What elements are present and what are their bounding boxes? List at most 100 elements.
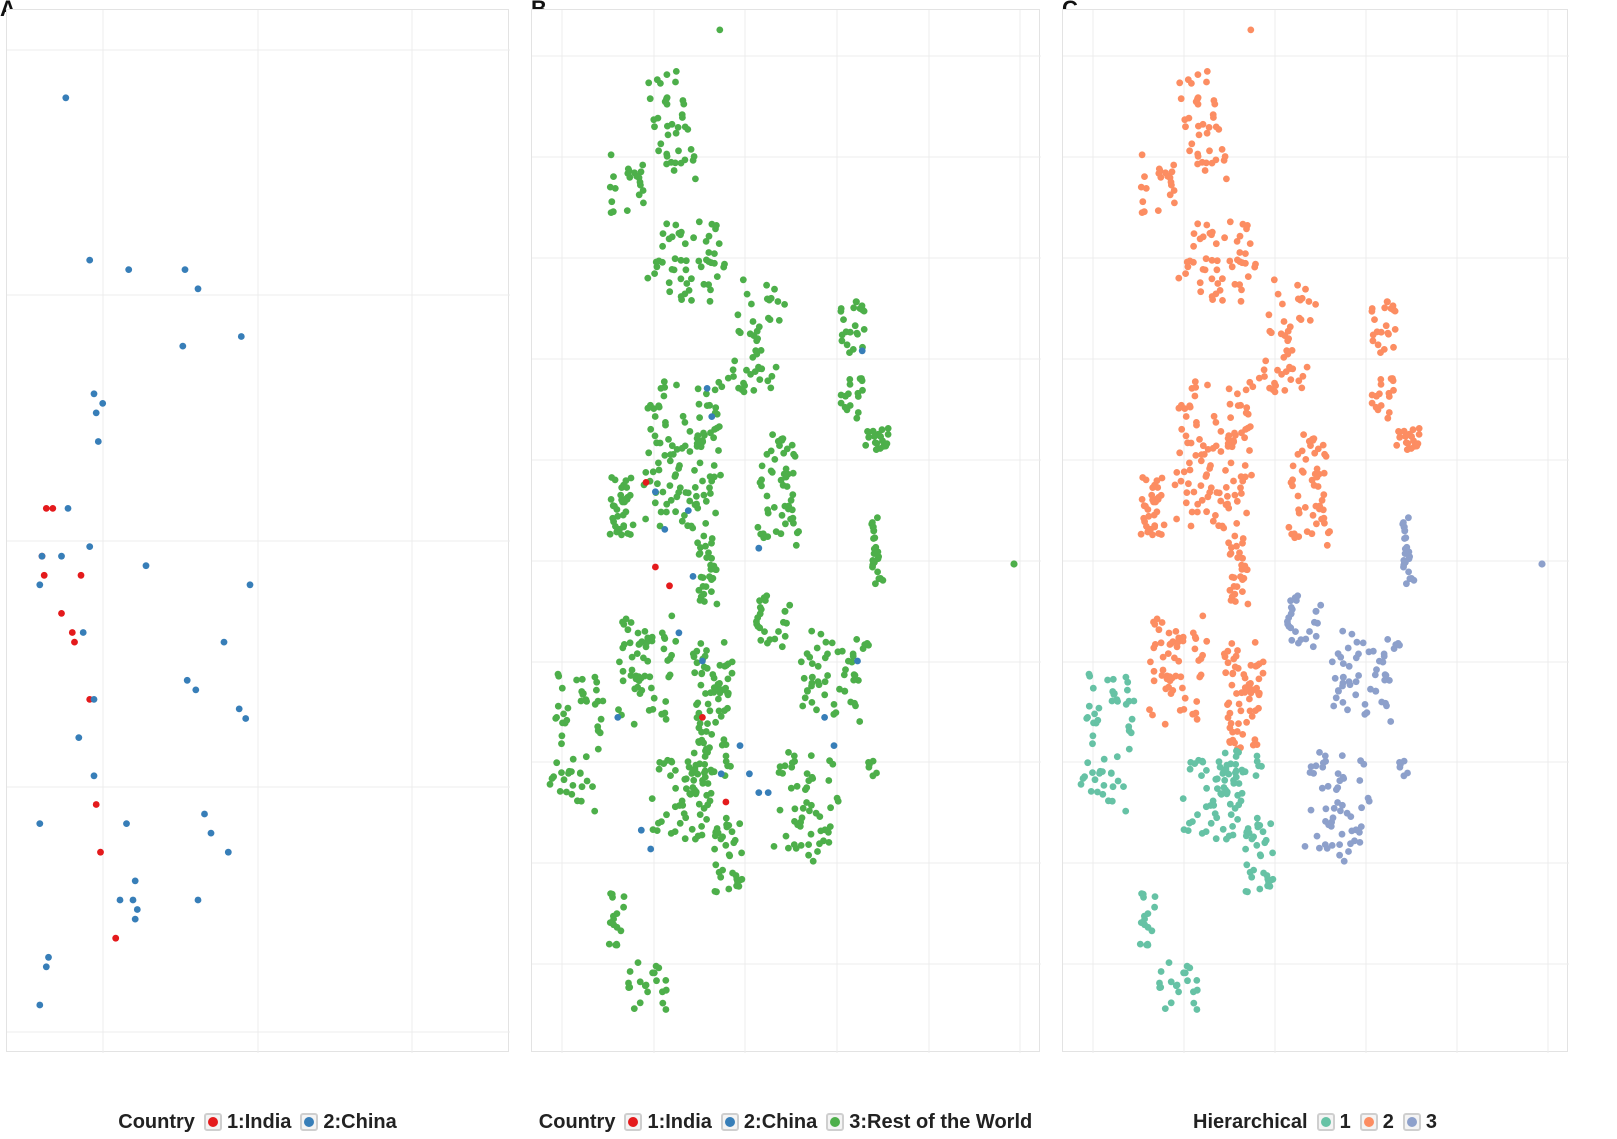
data-point (1193, 698, 1201, 705)
data-point (38, 552, 46, 560)
data-point (862, 441, 870, 449)
data-point (622, 615, 630, 623)
data-point (772, 528, 780, 535)
data-point (1195, 131, 1203, 139)
data-point (807, 752, 815, 759)
data-point (662, 1006, 670, 1013)
data-point (699, 714, 706, 721)
data-point (1231, 663, 1239, 671)
data-point (1242, 250, 1249, 257)
data-point (711, 250, 718, 257)
data-point (1194, 71, 1202, 78)
data-point (703, 390, 710, 398)
data-point (677, 293, 685, 300)
data-point (1190, 230, 1198, 238)
data-point (1321, 752, 1329, 760)
data-point (1307, 806, 1315, 814)
legend-label: 1:India (647, 1110, 712, 1133)
data-point (858, 347, 866, 355)
data-point (1193, 986, 1201, 994)
data-point (1285, 523, 1293, 531)
data-point (1306, 317, 1314, 324)
data-point (708, 554, 715, 562)
data-point (782, 832, 790, 840)
data-point (1130, 697, 1138, 705)
data-point (1150, 667, 1158, 675)
data-point (650, 116, 658, 124)
data-point (633, 650, 641, 657)
data-point (1313, 832, 1321, 840)
data-point (748, 300, 755, 308)
data-point (1222, 467, 1229, 474)
data-point (569, 755, 577, 763)
data-point (1203, 637, 1211, 645)
data-point (1405, 555, 1413, 563)
data-point (1243, 509, 1250, 517)
data-point (563, 788, 570, 796)
data-point (627, 672, 635, 679)
data-point (1141, 518, 1148, 526)
data-point (1401, 545, 1409, 553)
data-point (738, 849, 745, 857)
data-point (1193, 715, 1201, 723)
data-point (771, 285, 778, 293)
data-point (790, 752, 798, 760)
data-point (692, 761, 700, 769)
data-point (58, 552, 65, 560)
legend-label: 2:China (323, 1110, 397, 1133)
data-point (739, 276, 747, 284)
data-point (1224, 714, 1232, 721)
china-swatch-icon (724, 1117, 735, 1127)
data-point (1256, 822, 1264, 829)
data-point (1227, 811, 1235, 818)
data-point (869, 519, 876, 526)
data-point (1237, 297, 1245, 305)
data-point (1253, 752, 1261, 760)
data-point (619, 667, 627, 675)
data-point (1241, 688, 1249, 696)
data-point (1225, 432, 1233, 439)
data-point (1384, 414, 1392, 422)
data-point (624, 530, 632, 537)
data-point (703, 256, 710, 264)
data-point (619, 511, 627, 519)
data-point (1085, 670, 1093, 678)
data-point (1316, 844, 1323, 852)
data-point (700, 805, 708, 812)
data-point (1278, 371, 1285, 378)
data-point (629, 521, 637, 529)
data-point (715, 447, 722, 454)
data-point (826, 823, 834, 830)
data-point (1230, 779, 1238, 787)
data-point (1194, 220, 1202, 228)
data-point (1108, 797, 1116, 805)
data-point (606, 183, 614, 191)
data-point (1226, 257, 1234, 265)
legend-item-china: 2:China (720, 1110, 818, 1134)
data-point (695, 400, 703, 408)
data-point (1077, 780, 1085, 788)
data-point (1235, 700, 1243, 708)
data-point (1313, 520, 1320, 528)
data-point (1331, 674, 1339, 682)
data-point (636, 640, 644, 647)
data-point (1316, 749, 1323, 756)
legend-item-cluster-1: 1 (1316, 1111, 1351, 1134)
data-point (1166, 191, 1174, 199)
data-point (1255, 374, 1263, 382)
data-point (1110, 691, 1118, 698)
data-point (1246, 423, 1254, 430)
data-point (828, 639, 836, 647)
data-point (1228, 640, 1236, 647)
legend-label: 2:China (743, 1110, 818, 1133)
data-point (1186, 147, 1193, 155)
data-point (1191, 645, 1199, 653)
data-point (690, 749, 698, 757)
data-point (682, 775, 690, 783)
data-point (708, 588, 715, 595)
data-point (693, 659, 701, 667)
data-point (663, 160, 670, 168)
cluster-1-swatch-icon (1320, 1117, 1331, 1127)
data-point (589, 783, 596, 790)
data-point (1139, 198, 1147, 206)
